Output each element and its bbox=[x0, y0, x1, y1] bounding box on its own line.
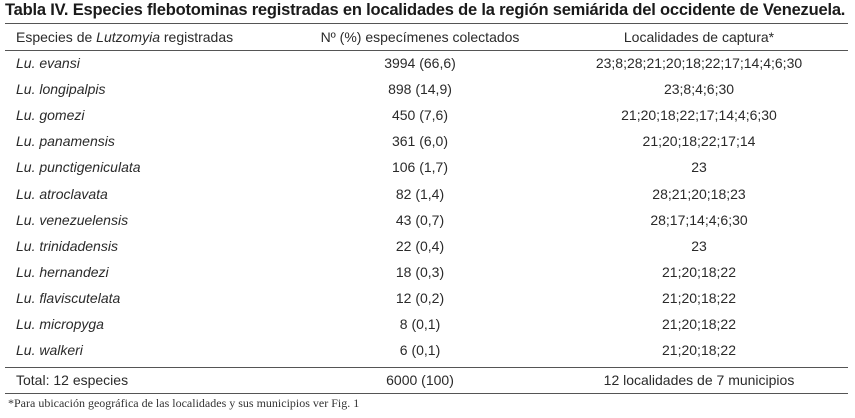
table-row: Lu. atroclavata 82 (1,4) 28;21;20;18;23 bbox=[0, 181, 855, 207]
table-row: Lu. punctigeniculata 106 (1,7) 23 bbox=[0, 154, 855, 180]
count-cell: 12 (0,2) bbox=[395, 289, 445, 306]
total-count: 6000 (100) bbox=[386, 372, 454, 388]
species-cell: Lu. hernandezi bbox=[16, 263, 109, 280]
header-species: Especies de Lutzomyia registradas bbox=[16, 29, 234, 45]
localities-cell: 23 bbox=[691, 159, 707, 176]
table-row: Lu. micropyga 8 (0,1) 21;20;18;22 bbox=[0, 311, 855, 337]
localities-cell: 21;20;18;22 bbox=[662, 289, 736, 306]
species-cell: Lu. trinidadensis bbox=[16, 237, 118, 254]
species-cell: Lu. panamensis bbox=[16, 133, 115, 150]
table-row: Lu. longipalpis 898 (14,9) 23;8;4;6;30 bbox=[0, 76, 855, 102]
total-species: Total: 12 especies bbox=[16, 372, 129, 388]
species-cell: Lu. evansi bbox=[16, 55, 80, 71]
table-row: Lu. flaviscutelata 12 (0,2) 21;20;18;22 bbox=[0, 285, 855, 311]
species-cell: Lu. atroclavata bbox=[16, 185, 108, 202]
table-row: Lu. gomezi 450 (7,6) 21;20;18;22;17;14;4;6… bbox=[0, 102, 855, 128]
count-cell: 82 (1,4) bbox=[395, 185, 445, 202]
species-cell: Lu. punctigeniculata bbox=[16, 159, 141, 176]
species-cell: Lu. flaviscutelata bbox=[16, 289, 121, 306]
header-row: Especies de Lutzomyia registradas Nº (%)… bbox=[0, 24, 855, 50]
table-title: Tabla IV. Especies flebotominas registra… bbox=[5, 1, 846, 19]
localities-cell: 21;20;18;22;17;14;4;6;30 bbox=[621, 107, 777, 124]
species-cell: Lu. venezuelensis bbox=[16, 211, 129, 228]
count-cell: 450 (7,6) bbox=[391, 107, 449, 124]
localities-cell: 23;8;4;6;30 bbox=[663, 81, 735, 98]
count-cell: 361 (6,0) bbox=[391, 133, 449, 150]
header-rule bbox=[5, 50, 848, 51]
count-cell: 3994 (66,6) bbox=[384, 55, 456, 71]
bottom-rule bbox=[5, 393, 848, 394]
localities-cell: 23;8;28;21;20;18;22;17;14;4;6;30 bbox=[595, 55, 803, 71]
count-cell: 6 (0,1) bbox=[399, 342, 441, 359]
top-rule bbox=[5, 23, 848, 24]
species-cell: Lu. micropyga bbox=[16, 316, 104, 332]
count-cell: 22 (0,4) bbox=[395, 237, 445, 254]
localities-cell: 28;21;20;18;23 bbox=[652, 185, 746, 202]
table-row: Lu. panamensis 361 (6,0) 21;20;18;22;17;14 bbox=[0, 128, 855, 154]
localities-cell: 28;17;14;4;6;30 bbox=[650, 211, 748, 228]
count-cell: 106 (1,7) bbox=[391, 159, 449, 176]
species-cell: Lu. longipalpis bbox=[16, 81, 106, 98]
localities-cell: 23 bbox=[691, 237, 707, 254]
count-cell: 18 (0,3) bbox=[395, 263, 445, 280]
total-rule bbox=[5, 367, 848, 368]
header-count: Nº (%) especímenes colectados bbox=[320, 29, 520, 45]
table-row: Lu. venezuelensis 43 (0,7) 28;17;14;4;6;30 bbox=[0, 207, 855, 233]
count-cell: 43 (0,7) bbox=[395, 211, 445, 228]
total-localities: 12 localidades de 7 municipios bbox=[603, 372, 795, 388]
header-localities: Localidades de captura* bbox=[623, 29, 775, 45]
localities-cell: 21;20;18;22 bbox=[662, 342, 736, 359]
localities-cell: 21;20;18;22;17;14 bbox=[642, 133, 756, 150]
species-cell: Lu. walkeri bbox=[16, 342, 83, 359]
localities-cell: 21;20;18;22 bbox=[662, 263, 736, 280]
localities-cell: 21;20;18;22 bbox=[662, 316, 736, 332]
table-row: Lu. evansi 3994 (66,6) 23;8;28;21;20;18;22… bbox=[0, 50, 855, 76]
table-row: Lu. trinidadensis 22 (0,4) 23 bbox=[0, 233, 855, 259]
count-cell: 8 (0,1) bbox=[399, 316, 441, 332]
table-row: Lu. walkeri 6 (0,1) 21;20;18;22 bbox=[0, 337, 855, 363]
count-cell: 898 (14,9) bbox=[388, 81, 452, 98]
table-row: Lu. hernandezi 18 (0,3) 21;20;18;22 bbox=[0, 259, 855, 285]
total-row: Total: 12 especies 6000 (100) 12 localid… bbox=[0, 367, 855, 393]
footnote: *Para ubicación geográfica de las locali… bbox=[8, 396, 360, 410]
species-cell: Lu. gomezi bbox=[16, 107, 85, 124]
